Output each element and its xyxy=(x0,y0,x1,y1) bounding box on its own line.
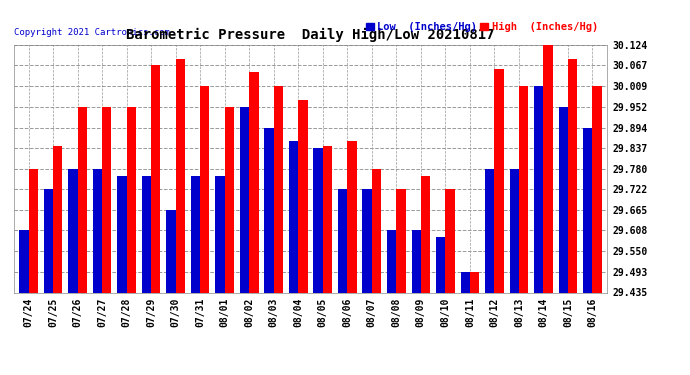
Bar xyxy=(323,146,332,292)
Bar xyxy=(68,169,77,292)
Bar xyxy=(53,146,62,292)
Bar xyxy=(445,189,455,292)
Bar xyxy=(421,176,430,292)
Bar xyxy=(568,59,578,292)
Bar xyxy=(28,169,38,292)
Bar xyxy=(338,189,347,292)
Bar xyxy=(460,272,470,292)
Bar xyxy=(191,176,200,292)
Bar xyxy=(77,107,87,292)
Bar xyxy=(583,128,593,292)
Bar xyxy=(544,45,553,292)
Bar xyxy=(225,107,234,292)
Bar xyxy=(436,237,445,292)
Bar xyxy=(215,176,225,292)
Bar xyxy=(240,107,249,292)
Bar xyxy=(396,189,406,292)
Bar xyxy=(362,189,372,292)
Legend: Low  (Inches/Hg), High  (Inches/Hg): Low (Inches/Hg), High (Inches/Hg) xyxy=(362,18,602,36)
Bar xyxy=(387,230,396,292)
Bar xyxy=(534,86,544,292)
Title: Barometric Pressure  Daily High/Low 20210817: Barometric Pressure Daily High/Low 20210… xyxy=(126,28,495,42)
Bar xyxy=(313,148,323,292)
Bar xyxy=(347,141,357,292)
Bar xyxy=(264,128,274,292)
Bar xyxy=(19,230,28,292)
Bar xyxy=(298,100,308,292)
Bar xyxy=(176,59,185,292)
Bar xyxy=(495,69,504,292)
Bar xyxy=(372,169,381,292)
Bar xyxy=(151,66,161,292)
Bar xyxy=(92,169,102,292)
Bar xyxy=(411,230,421,292)
Bar xyxy=(510,169,519,292)
Bar xyxy=(43,189,53,292)
Bar xyxy=(166,210,176,292)
Bar xyxy=(559,107,568,292)
Bar xyxy=(470,272,479,292)
Bar xyxy=(142,176,151,292)
Bar xyxy=(117,176,126,292)
Bar xyxy=(274,86,283,292)
Bar xyxy=(249,72,259,292)
Bar xyxy=(485,169,495,292)
Bar xyxy=(200,86,210,292)
Bar xyxy=(289,141,298,292)
Bar xyxy=(102,107,111,292)
Bar xyxy=(126,107,136,292)
Bar xyxy=(519,86,529,292)
Bar xyxy=(593,86,602,292)
Text: Copyright 2021 Cartronics.com: Copyright 2021 Cartronics.com xyxy=(14,28,170,37)
